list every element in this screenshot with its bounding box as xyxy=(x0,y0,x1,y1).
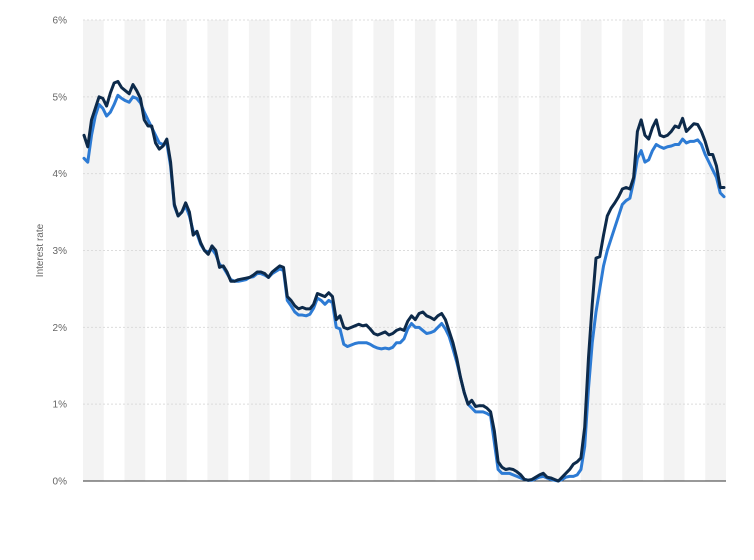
series-line xyxy=(82,79,726,483)
y-tick-label: 0% xyxy=(53,477,68,488)
y-tick-label: 3% xyxy=(53,246,68,257)
background-band xyxy=(456,20,478,481)
y-tick-label: 4% xyxy=(53,169,68,180)
background-band xyxy=(124,20,146,481)
y-tick-label: 1% xyxy=(53,400,68,411)
background-band xyxy=(331,20,353,481)
y-tick-label: 6% xyxy=(53,16,68,27)
y-tick-label: 5% xyxy=(53,92,68,103)
background-band xyxy=(663,20,685,481)
y-axis-title: Interest rate xyxy=(35,223,46,277)
background-band xyxy=(539,20,561,481)
background-band xyxy=(414,20,436,481)
series-lines xyxy=(82,79,726,483)
y-axis-tick-labels: 0% 1% 2% 3% 4% 5% 6% xyxy=(53,16,68,488)
background-band xyxy=(207,20,229,481)
y-tick-label: 2% xyxy=(53,323,68,334)
